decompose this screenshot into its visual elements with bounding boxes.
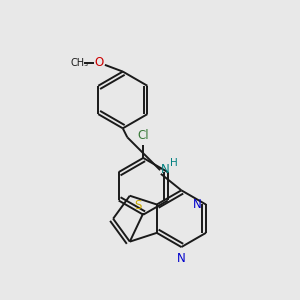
- Text: N: N: [177, 252, 186, 265]
- Text: CH₃: CH₃: [70, 58, 88, 68]
- Text: N: N: [161, 163, 170, 176]
- Text: Cl: Cl: [137, 128, 149, 142]
- Text: S: S: [134, 199, 142, 212]
- Text: H: H: [170, 158, 178, 168]
- Text: O: O: [94, 56, 104, 69]
- Text: N: N: [193, 198, 201, 211]
